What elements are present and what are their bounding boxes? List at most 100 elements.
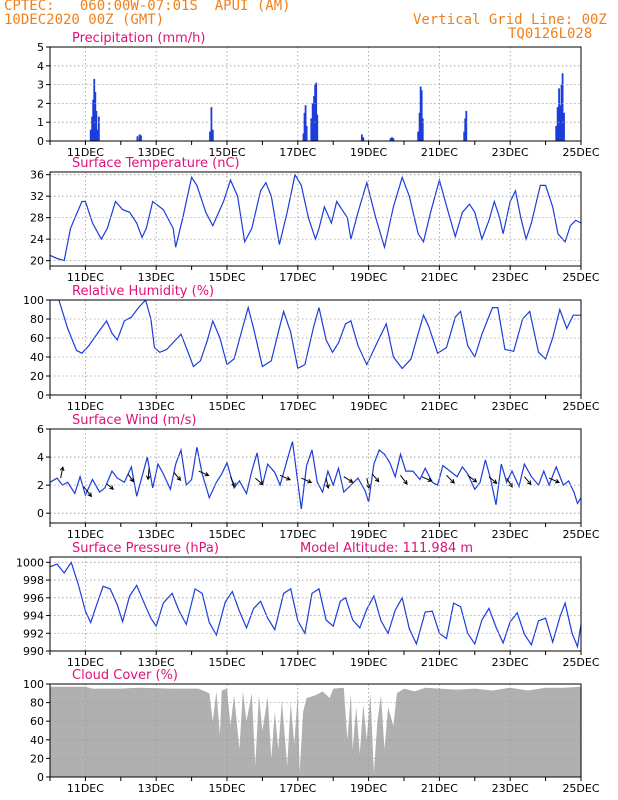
y-tick-label: 40 [30, 734, 44, 747]
y-tick-label: 40 [30, 351, 44, 364]
x-tick-label: 15DEC [208, 782, 245, 795]
x-tick-label: 23DEC [492, 271, 529, 284]
wind-arrow [106, 483, 115, 490]
series-line [50, 173, 581, 262]
x-tick-label: 25DEC [562, 528, 599, 541]
x-tick-label: 25DEC [562, 782, 599, 795]
panel-3: 0 20 40 60 80 100 11DEC 13DEC 15DEC 17DEC 19DEC 21D… [23, 284, 600, 413]
plot-area [89, 73, 565, 141]
panel-4: 0 2 4 6 11DEC 13DEC 15DEC 17DEC 19DEC 21DEC 23DEC 2… [37, 413, 600, 541]
x-tick-label: 17DEC [279, 782, 316, 795]
y-tick-label: 20 [30, 255, 44, 268]
y-tick-label: 998 [23, 574, 44, 587]
x-tick-label: 15DEC [208, 656, 245, 669]
precip-bar [420, 90, 423, 141]
wind-arrow [343, 476, 354, 483]
precip-bar [464, 118, 467, 141]
y-axis: 20 24 28 32 36 [30, 169, 50, 268]
wind-arrow [488, 476, 498, 484]
precip-bar [314, 84, 317, 141]
y-axis: 0 1 2 3 4 5 [37, 41, 50, 148]
precip-bar [138, 134, 141, 141]
precip-bar [558, 88, 560, 141]
series-line [50, 560, 581, 649]
precip-bar [140, 135, 142, 141]
y-tick-label: 6 [37, 423, 44, 436]
x-tick-label: 25DEC [562, 146, 599, 159]
y-axis: 990 992 994 996 998 1000 [16, 556, 50, 658]
x-axis: 11DEC 13DEC 15DEC 17DEC 19DEC 21DEC 23DEC 25DEC [49, 266, 600, 284]
precip-bar [362, 137, 365, 141]
y-tick-label: 28 [30, 212, 44, 225]
x-tick-label: 25DEC [562, 271, 599, 284]
x-tick-label: 13DEC [138, 656, 175, 669]
precip-bar [303, 112, 306, 141]
precip-bar [559, 105, 562, 141]
series-line [50, 441, 581, 510]
x-tick-label: 17DEC [279, 528, 316, 541]
x-tick-label: 21DEC [421, 656, 458, 669]
precip-bar [313, 95, 315, 141]
y-axis: 0 2 4 6 [37, 423, 50, 520]
y-tick-label: 80 [30, 697, 44, 710]
precip-bar [561, 73, 564, 141]
x-tick-label: 13DEC [138, 782, 175, 795]
precip-bar [302, 133, 305, 141]
model-code: TQ0126L028 [508, 26, 593, 42]
panel-title: Surface Temperature (nC) [72, 156, 240, 171]
wind-arrow [173, 472, 182, 481]
y-tick-label: 990 [23, 645, 44, 658]
precip-bar [560, 84, 563, 141]
x-tick-label: 23DEC [492, 656, 529, 669]
x-tick-label: 13DEC [138, 400, 175, 413]
precip-bar [556, 107, 559, 141]
grid [50, 300, 581, 395]
x-tick-label: 11DEC [67, 656, 104, 669]
y-tick-label: 60 [30, 332, 44, 345]
y-tick-label: 100 [23, 678, 44, 691]
precip-bar [555, 125, 558, 141]
y-tick-label: 2 [37, 479, 44, 492]
wind-arrow [523, 476, 532, 486]
x-tick-label: 11DEC [67, 782, 104, 795]
x-tick-label: 11DEC [67, 528, 104, 541]
precip-bar [463, 131, 466, 141]
y-tick-label: 1000 [16, 556, 44, 569]
wind-arrow [506, 477, 513, 488]
precip-bar [392, 138, 395, 141]
x-tick-label: 15DEC [208, 528, 245, 541]
x-tick-label: 15DEC [208, 271, 245, 284]
x-tick-label: 23DEC [492, 400, 529, 413]
grid [50, 172, 581, 266]
y-tick-label: 80 [30, 313, 44, 326]
y-tick-label: 24 [30, 233, 44, 246]
plot-area [50, 686, 581, 777]
wind-arrow [400, 474, 408, 485]
y-tick-label: 0 [37, 771, 44, 784]
grid [50, 557, 581, 651]
panel-frame [49, 428, 582, 524]
panel-6: 0 20 40 60 80 100 11DEC 13DEC 15DEC 17DEC 19DEC 21D… [23, 668, 600, 795]
x-tick-label: 19DEC [350, 782, 387, 795]
x-axis: 11DEC 13DEC 15DEC 17DEC 19DEC 21DEC 23DEC 25DEC [49, 395, 600, 413]
series-line [50, 300, 581, 370]
cloud-area [50, 686, 581, 777]
y-tick-label: 4 [37, 451, 44, 464]
x-tick-label: 23DEC [492, 528, 529, 541]
precip-bar [391, 137, 393, 141]
precip-bar [97, 116, 100, 141]
precip-bar [136, 136, 139, 141]
x-tick-label: 17DEC [279, 400, 316, 413]
y-tick-label: 20 [30, 752, 44, 765]
panel-2: 20 24 28 32 36 11DEC 13DEC 15DEC 17DEC 19DEC 21DEC… [30, 156, 600, 284]
x-axis: 11DEC 13DEC 15DEC 17DEC 19DEC 21DEC 23DEC 25DEC [49, 651, 600, 669]
precip-bar [95, 110, 98, 141]
panel-title: Relative Humidity (%) [72, 284, 214, 299]
precip-bar [92, 99, 95, 141]
wind-arrow [146, 468, 151, 481]
panel-subtitle: Model Altitude: 111.984 m [300, 541, 473, 556]
y-tick-label: 1 [37, 116, 44, 129]
precip-bar [311, 103, 314, 141]
x-tick-label: 19DEC [350, 146, 387, 159]
x-tick-label: 13DEC [138, 528, 175, 541]
